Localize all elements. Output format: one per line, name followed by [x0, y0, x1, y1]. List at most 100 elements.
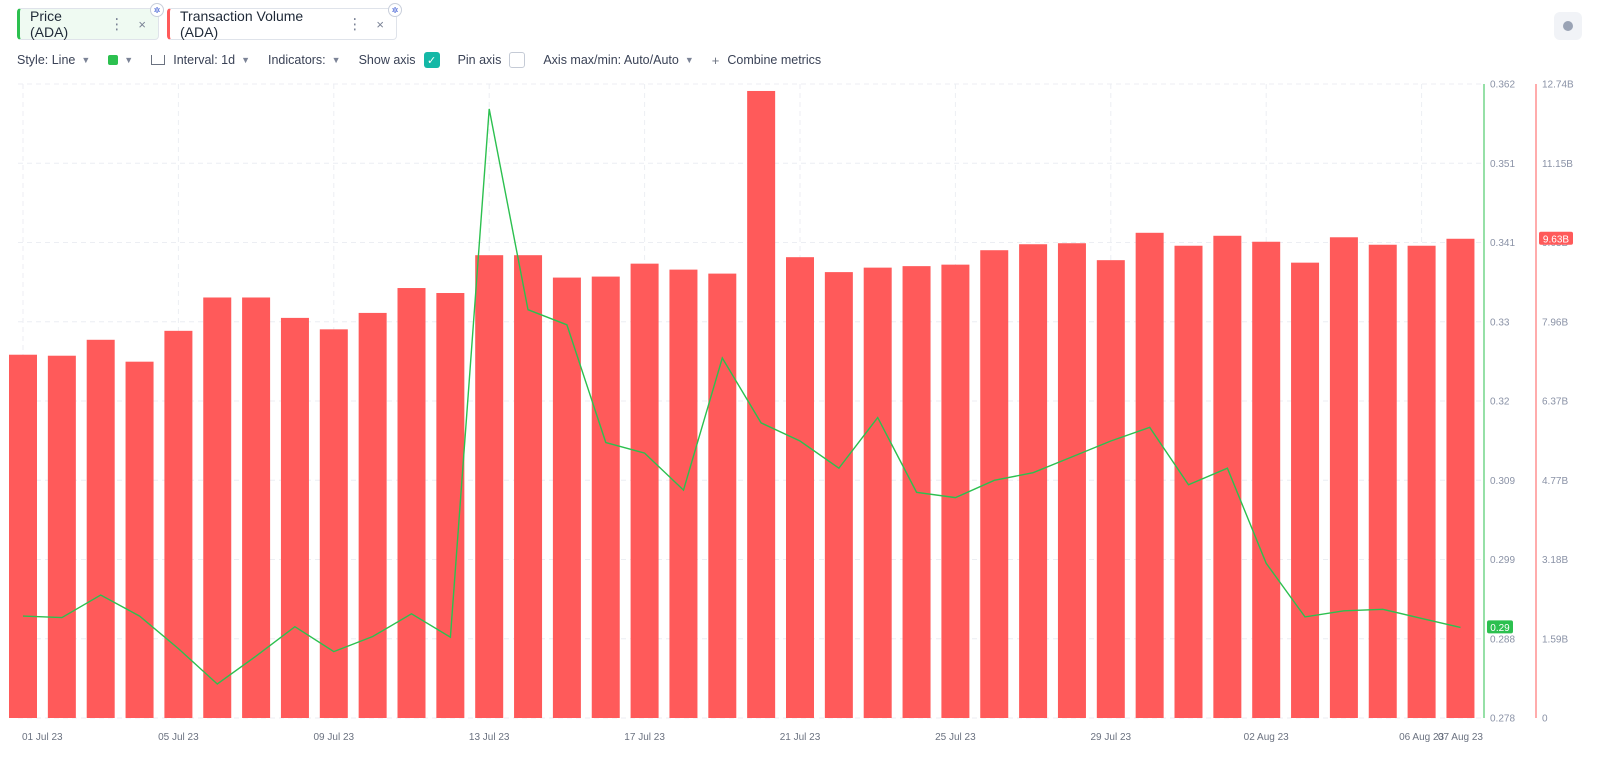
pin-axis-toggle[interactable]: Pin axis: [458, 52, 526, 68]
volume-axis-tick: 7.96B: [1542, 317, 1568, 328]
volume-axis-tick: 4.77B: [1542, 476, 1568, 487]
volume-axis-tick: 12.74B: [1542, 80, 1574, 91]
volume-bar: [1329, 237, 1358, 718]
options-button[interactable]: [1554, 12, 1582, 40]
chevron-down-icon: ▼: [241, 55, 250, 65]
x-axis-tick: 02 Aug 23: [1244, 732, 1289, 743]
volume-bar: [1057, 243, 1086, 719]
volume-axis-tick: 3.18B: [1542, 555, 1568, 566]
x-axis-tick: 07 Aug 23: [1438, 732, 1483, 743]
x-axis-tick: 25 Jul 23: [935, 732, 976, 743]
volume-bar: [552, 277, 581, 718]
plus-icon: +: [711, 52, 720, 68]
volume-bar: [397, 288, 426, 718]
volume-axis-tick: 6.37B: [1542, 397, 1568, 408]
tab-transaction-volume-ada[interactable]: Transaction Volume (ADA) ⋮ × ✲: [167, 3, 402, 40]
volume-bar: [747, 90, 776, 718]
chevron-down-icon: ▼: [124, 55, 134, 65]
tab-price-ada[interactable]: Price (ADA) ⋮ × ✲: [17, 3, 164, 40]
volume-bar: [669, 269, 698, 718]
interval-label: Interval: 1d: [173, 53, 236, 67]
volume-bar: [1252, 241, 1281, 718]
price-axis-tick: 0.309: [1490, 476, 1515, 487]
volume-bar: [1446, 238, 1475, 719]
volume-bar: [1019, 244, 1048, 718]
volume-axis-tick: 0: [1542, 714, 1548, 725]
x-axis-tick: 29 Jul 23: [1091, 732, 1132, 743]
combine-metrics-button[interactable]: + Combine metrics: [712, 53, 821, 68]
price-axis-tick: 0.299: [1490, 555, 1515, 566]
style-dropdown[interactable]: Style: Line ▼: [17, 53, 90, 67]
price-axis-tick: 0.362: [1490, 80, 1515, 91]
volume-bar: [1135, 232, 1164, 719]
x-axis-tick: 05 Jul 23: [158, 732, 199, 743]
more-options-icon[interactable]: ⋮: [109, 16, 125, 33]
tab-price-label: Price (ADA): [30, 8, 69, 40]
show-axis-toggle[interactable]: Show axis ✓: [359, 52, 440, 68]
indicators-label: Indicators:: [267, 53, 326, 67]
volume-bar: [708, 273, 737, 718]
close-icon[interactable]: ×: [138, 16, 146, 32]
combine-metrics-label: Combine metrics: [727, 53, 822, 67]
current-price-marker: [1487, 620, 1513, 634]
volume-bar: [86, 339, 115, 718]
volume-bar: [9, 354, 37, 718]
volume-bar: [1174, 245, 1203, 719]
volume-bar: [475, 255, 504, 719]
volume-bar: [941, 264, 970, 718]
volume-bar: [358, 312, 387, 718]
volume-axis-tick: 1.59B: [1542, 634, 1568, 645]
indicators-dropdown[interactable]: Indicators: ▼: [268, 53, 341, 67]
tab-volume-label: Transaction Volume (ADA): [180, 8, 304, 40]
axis-maxmin-label: Axis max/min: Auto/Auto: [543, 53, 679, 67]
axis-maxmin-dropdown[interactable]: Axis max/min: Auto/Auto ▼: [543, 53, 693, 67]
show-axis-checkbox[interactable]: ✓: [423, 52, 440, 68]
volume-bar: [824, 272, 853, 718]
color-swatch: [108, 55, 119, 65]
volume-bar: [319, 329, 348, 718]
x-axis-tick: 21 Jul 23: [780, 732, 821, 743]
price-axis-tick: 0.32: [1490, 397, 1510, 408]
settings-badge-icon[interactable]: ✲: [150, 3, 164, 17]
pin-axis-label: Pin axis: [457, 53, 502, 67]
settings-badge-icon[interactable]: ✲: [388, 3, 402, 17]
x-axis-tick: 13 Jul 23: [469, 732, 510, 743]
chart-toolbar: Style: Line ▼ ▼ Interval: 1d ▼ Indicators:…: [17, 50, 839, 70]
current-volume-marker: [1539, 231, 1573, 245]
volume-bar: [1291, 262, 1320, 718]
x-axis-tick: 17 Jul 23: [624, 732, 665, 743]
volume-bar: [1096, 260, 1125, 718]
more-options-icon[interactable]: ⋮: [347, 16, 363, 33]
show-axis-label: Show axis: [358, 53, 416, 67]
interval-dropdown[interactable]: Interval: 1d ▼: [151, 53, 250, 67]
x-axis-tick: 01 Jul 23: [22, 732, 63, 743]
pin-axis-checkbox[interactable]: [509, 52, 526, 68]
color-picker[interactable]: ▼: [108, 55, 133, 65]
current-volume-label: 9.63B: [1543, 234, 1569, 245]
chevron-down-icon: ▼: [684, 55, 694, 65]
price-line: [22, 108, 1461, 685]
volume-bar: [591, 276, 620, 718]
volume-bar: [1368, 244, 1397, 718]
metric-tabs: Price (ADA) ⋮ × ✲ Transaction Volume (AD…: [17, 3, 402, 40]
price-axis-tick: 0.33: [1490, 317, 1510, 328]
current-price-label: 0.29: [1490, 623, 1510, 634]
volume-bar: [164, 330, 193, 718]
volume-bar: [630, 263, 659, 718]
style-label: Style: Line: [17, 53, 76, 67]
volume-bar: [125, 361, 154, 718]
volume-bar: [863, 267, 892, 718]
volume-bar: [47, 355, 76, 718]
volume-bar: [280, 317, 309, 718]
volume-bar: [1213, 235, 1242, 718]
chevron-down-icon: ▼: [331, 55, 341, 65]
dot-icon: [1563, 21, 1573, 31]
volume-bar: [1407, 245, 1436, 719]
chevron-down-icon: ▼: [81, 55, 91, 65]
close-icon[interactable]: ×: [376, 16, 384, 32]
price-axis-tick: 0.341: [1490, 238, 1515, 249]
x-axis-tick: 06 Aug 23: [1399, 732, 1444, 743]
price-axis-tick: 0.351: [1490, 159, 1515, 170]
volume-bar: [786, 257, 814, 718]
